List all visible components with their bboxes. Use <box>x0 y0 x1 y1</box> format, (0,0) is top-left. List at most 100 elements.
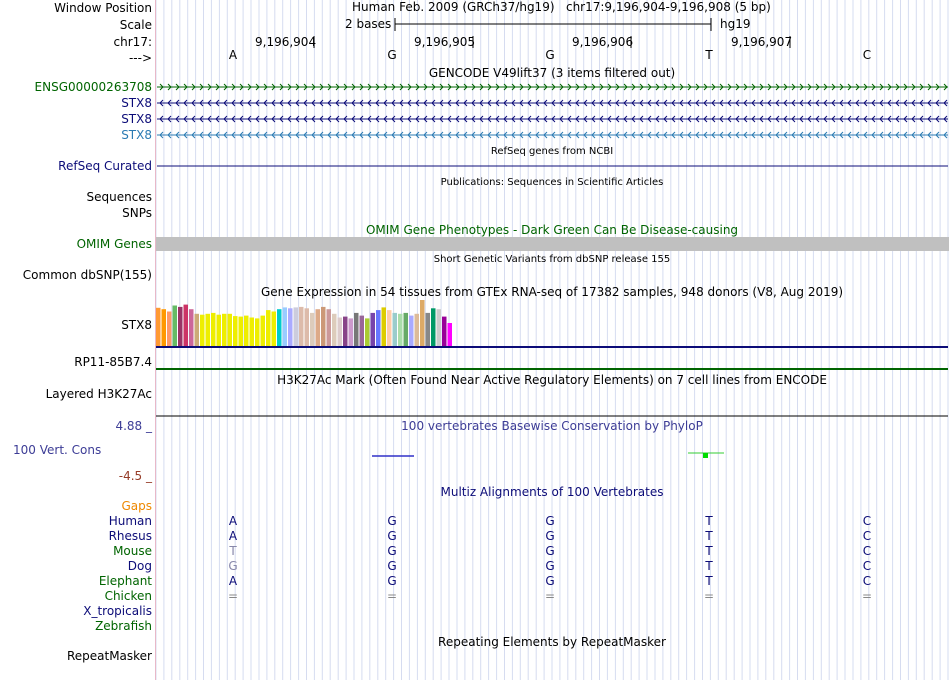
dbsnp-label[interactable]: Common dbSNP(155) <box>22 268 152 282</box>
ref-base-2: G <box>387 48 397 62</box>
gtex-bar <box>200 314 205 346</box>
repeatmasker-label[interactable]: RepeatMasker <box>66 649 152 663</box>
gtex-bar <box>260 315 265 346</box>
gtex-bar <box>403 312 408 346</box>
phylop-positive-mark <box>703 453 708 458</box>
gtex-bar <box>271 311 276 346</box>
multiz-species-label[interactable]: Mouse <box>113 544 152 558</box>
chrom-label: chr17: <box>113 35 152 49</box>
multiz-base: = <box>544 589 556 603</box>
refseq-track-title[interactable]: RefSeq genes from NCBI <box>490 146 614 157</box>
multiz-base: C <box>862 514 872 528</box>
position-range: chr17:9,196,904-9,196,908 (5 bp) <box>565 0 771 14</box>
omim-label[interactable]: OMIM Genes <box>76 237 152 251</box>
multiz-track-title[interactable]: Multiz Alignments of 100 Vertebrates <box>440 485 664 499</box>
gtex-bar <box>255 318 260 346</box>
gencode-gene-label-1[interactable]: ENSG00000263708 <box>34 80 152 94</box>
multiz-base: = <box>227 589 239 603</box>
multiz-base: T <box>705 529 713 543</box>
gtex-bar <box>414 313 419 346</box>
gtex-bar <box>370 312 375 346</box>
multiz-base: A <box>228 574 238 588</box>
gtex-bar <box>431 308 436 346</box>
gencode-gene-label-2[interactable]: STX8 <box>121 96 152 110</box>
multiz-base: G <box>387 574 397 588</box>
multiz-base: T <box>229 544 237 558</box>
multiz-species-label[interactable]: X_tropicalis <box>83 604 152 618</box>
gtex-bar <box>321 306 326 346</box>
multiz-base: = <box>386 589 398 603</box>
gtex-bar <box>310 312 315 346</box>
gtex-bar <box>332 313 337 346</box>
multiz-base: G <box>545 544 555 558</box>
multiz-species-label[interactable]: Zebrafish <box>95 619 152 633</box>
scale-text: 2 bases <box>345 17 392 31</box>
gtex-bar <box>282 307 287 346</box>
gtex-gene-label[interactable]: STX8 <box>121 318 152 332</box>
gencode-gene-label-3[interactable]: STX8 <box>121 112 152 126</box>
gtex-bar <box>233 316 238 346</box>
multiz-base: T <box>705 544 713 558</box>
gencode-gene-label-4[interactable]: STX8 <box>121 128 152 142</box>
gtex-bar <box>249 317 254 346</box>
scale-label: Scale <box>119 18 152 32</box>
gtex-bar <box>216 314 221 346</box>
coord-2: 9,196,905 <box>414 35 476 49</box>
ref-base-4: T <box>705 48 713 62</box>
ref-base-3: G <box>545 48 555 62</box>
pubs-sequences-label[interactable]: Sequences <box>86 190 152 204</box>
omim-gene-bar[interactable] <box>156 237 949 251</box>
repeatmasker-track-title[interactable]: Repeating Elements by RepeatMasker <box>438 635 666 649</box>
multiz-base: G <box>387 529 397 543</box>
h3k27ac-label[interactable]: Layered H3K27Ac <box>45 387 152 401</box>
gtex-bar <box>211 312 216 346</box>
gencode-track-title[interactable]: GENCODE V49lift37 (3 items filtered out) <box>428 66 676 80</box>
ref-base-1: A <box>228 48 238 62</box>
omim-track-title[interactable]: OMIM Gene Phenotypes - Dark Green Can Be… <box>365 223 739 237</box>
gtex-bar <box>447 323 452 346</box>
gtex-bar <box>167 311 172 346</box>
gtex-bar <box>381 307 386 346</box>
multiz-base: C <box>862 559 872 573</box>
gtex-bar <box>161 309 166 346</box>
gtex-bar <box>156 307 161 346</box>
gtex-bar <box>189 309 194 346</box>
multiz-gaps-label: Gaps <box>121 499 152 513</box>
assembly-title[interactable]: Human Feb. 2009 (GRCh37/hg19) chr17:9,19… <box>352 0 771 14</box>
ref-base-5: C <box>862 48 872 62</box>
gtex-bar <box>436 309 441 346</box>
gtex-bar <box>376 310 381 346</box>
gtex-bar <box>172 305 177 346</box>
gtex-bar <box>205 313 210 346</box>
multiz-base: G <box>545 514 555 528</box>
multiz-base: T <box>705 574 713 588</box>
multiz-species-label[interactable]: Dog <box>127 559 152 573</box>
gtex-track-title[interactable]: Gene Expression in 54 tissues from GTEx … <box>260 285 844 299</box>
multiz-species-label[interactable]: Human <box>108 514 152 528</box>
gtex-bar <box>337 317 342 346</box>
gtex-bar <box>304 308 309 346</box>
phylop-track-title[interactable]: 100 vertebrates Basewise Conservation by… <box>401 419 703 433</box>
gtex-bar <box>244 315 249 346</box>
gtex-bar <box>326 309 331 346</box>
pubs-snps-label[interactable]: SNPs <box>122 206 152 220</box>
multiz-species-label[interactable]: Rhesus <box>108 529 152 543</box>
gtex-bar <box>315 309 320 346</box>
gencode-strand-arrows-3 <box>159 115 948 123</box>
gtex-bar <box>442 316 447 346</box>
coord-1: 9,196,904 <box>255 35 317 49</box>
multiz-species-label[interactable]: Elephant <box>98 574 152 588</box>
multiz-base: = <box>703 589 715 603</box>
phylop-label[interactable]: 100 Vert. Cons <box>13 443 102 457</box>
refseq-label[interactable]: RefSeq Curated <box>58 159 152 173</box>
publications-track-title[interactable]: Publications: Sequences in Scientific Ar… <box>440 177 664 188</box>
multiz-base: A <box>228 529 238 543</box>
h3k27ac-track-title[interactable]: H3K27Ac Mark (Often Found Near Active Re… <box>277 373 827 387</box>
multiz-species-label[interactable]: Chicken <box>104 589 152 603</box>
rp11-label[interactable]: RP11-85B7.4 <box>74 355 152 369</box>
multiz-base: T <box>705 514 713 528</box>
dbsnp-track-title[interactable]: Short Genetic Variants from dbSNP releas… <box>433 254 671 265</box>
gtex-bar <box>392 312 397 346</box>
gencode-strand-arrows-4 <box>159 131 948 139</box>
